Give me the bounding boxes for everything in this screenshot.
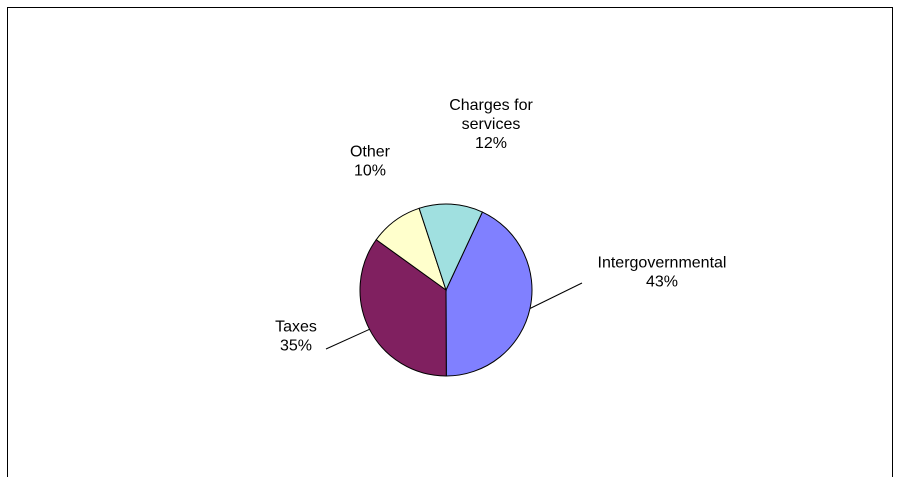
pie-slice-taxes bbox=[359, 238, 447, 377]
label-other: Other 10% bbox=[350, 144, 391, 180]
label-taxes: Taxes 35% bbox=[275, 319, 317, 355]
category-label: Intergovernmental bbox=[598, 255, 727, 272]
leader-line-taxes bbox=[325, 328, 370, 350]
value-label: 10% bbox=[354, 163, 386, 180]
value-label: 35% bbox=[280, 338, 312, 355]
label-intergovernmental: Intergovernmental 43% bbox=[598, 255, 727, 291]
value-label: 12% bbox=[475, 135, 507, 152]
pie-slice-charges-for-services bbox=[418, 203, 484, 292]
leader-line-intergovernmental bbox=[529, 282, 583, 309]
category-label: Taxes bbox=[275, 319, 317, 336]
pie-slices bbox=[359, 203, 533, 377]
value-label: 43% bbox=[646, 274, 678, 291]
slice-labels: Intergovernmental 43% Taxes 35% Other 10% Char… bbox=[275, 97, 726, 355]
pie-slice-intergovernmental bbox=[445, 211, 533, 377]
label-charges-for-services: Charges for services 12% bbox=[449, 97, 533, 152]
leader-lines bbox=[325, 282, 583, 350]
category-label: Charges for bbox=[449, 97, 533, 114]
category-label: Other bbox=[350, 144, 391, 161]
category-label: services bbox=[462, 116, 521, 133]
